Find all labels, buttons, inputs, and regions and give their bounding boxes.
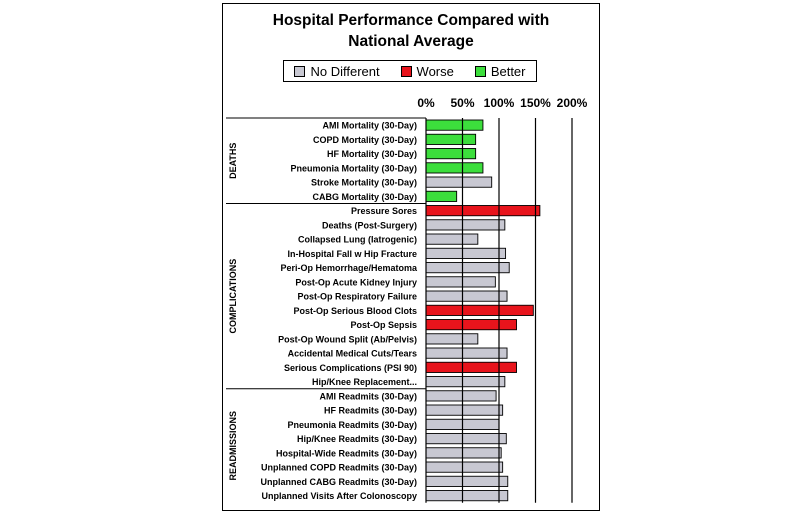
legend-swatch-better [474,65,486,77]
bar-peri-op-hemorrhage-hematoma [425,262,510,274]
row-label: Post-Op Acute Kidney Injury [295,277,417,287]
row-label: AMI Mortality (30-Day) [322,121,417,131]
legend-label-worse: Worse [416,63,454,79]
bar-ami-mortality-30-day [425,119,484,131]
bar-hf-readmits-30-day [425,404,504,416]
legend-item-no-different: No Different [294,63,380,79]
row-label: Post-Op Wound Split (Ab/Pelvis) [278,334,417,344]
group-label-complications: COMPLICATIONS [228,259,238,334]
legend-item-worse: Worse [400,63,454,79]
bar-hip-knee-replacement [425,376,506,388]
bar-unplanned-visits-after-colonoscopy [425,490,509,502]
x-tick-label: 50% [450,96,474,110]
row-label: Stroke Mortality (30-Day) [311,178,417,188]
bar-unplanned-cabg-readmits-30-day [425,475,509,487]
row-label: Pneumonia Mortality (30-Day) [290,163,417,173]
row-label: Hip/Knee Replacement... [312,377,417,387]
group-label-readmissions: READMISSIONS [228,411,238,481]
bar-accidental-medical-cuts-tears [425,347,508,359]
row-label: Peri-Op Hemorrhage/Hematoma [280,263,418,273]
bar-post-op-wound-split-ab-pelvis [425,333,479,345]
bar-deaths-post-surgery [425,219,506,231]
row-label: Pneumonia Readmits (30-Day) [287,420,417,430]
row-label: Hip/Knee Readmits (30-Day) [297,434,417,444]
bar-post-op-sepsis [425,319,517,331]
row-label: Hospital-Wide Readmits (30-Day) [276,448,417,458]
bar-in-hospital-fall-w-hip-fracture [425,247,507,259]
bar-unplanned-copd-readmits-30-day [425,461,504,473]
row-label: Unplanned CABG Readmits (30-Day) [260,477,417,487]
row-label: Post-Op Serious Blood Clots [293,306,417,316]
group-label-deaths: DEATHS [228,143,238,179]
bar-post-op-serious-blood-clots [425,304,534,316]
row-label: Serious Complications (PSI 90) [284,363,417,373]
legend-swatch-no-different [294,65,306,77]
bar-hf-mortality-30-day [425,148,477,160]
bar-copd-mortality-30-day [425,133,477,145]
x-tick-label: 100% [484,96,515,110]
bar-collapsed-lung-iatrogenic [425,233,479,245]
x-tick-label: 0% [417,96,435,110]
bar-serious-complications-psi-90 [425,361,517,373]
row-label: Post-Op Respiratory Failure [297,292,417,302]
row-label: Post-Op Sepsis [350,320,417,330]
bar-post-op-respiratory-failure [425,290,508,302]
legend-label-no-different: No Different [310,63,380,79]
chart-title-line-1: Hospital Performance Compared with [272,12,550,29]
row-label: Unplanned Visits After Colonoscopy [261,491,417,501]
bar-hip-knee-readmits-30-day [425,433,507,445]
row-label: COPD Mortality (30-Day) [313,135,417,145]
row-label: Collapsed Lung (Iatrogenic) [298,235,417,245]
bar-pneumonia-mortality-30-day [425,162,484,174]
row-label: Pressure Sores [351,206,417,216]
row-label: HF Mortality (30-Day) [327,149,417,159]
row-label: Accidental Medical Cuts/Tears [288,349,417,359]
row-label: Unplanned COPD Readmits (30-Day) [261,463,417,473]
chart-title-line-2: National Average [348,33,474,50]
chart-frame [222,3,600,511]
bar-pressure-sores [425,205,541,217]
row-label: Deaths (Post-Surgery) [322,220,417,230]
legend: No Different Worse Better [283,60,537,82]
legend-label-better: Better [490,63,526,79]
row-label: HF Readmits (30-Day) [324,406,417,416]
legend-swatch-worse [400,65,412,77]
x-tick-label: 200% [557,96,588,110]
legend-item-better: Better [474,63,526,79]
bar-stroke-mortality-30-day [425,176,493,188]
bar-post-op-acute-kidney-injury [425,276,496,288]
row-label: AMI Readmits (30-Day) [319,391,417,401]
row-label: In-Hospital Fall w Hip Fracture [287,249,417,259]
row-label: CABG Mortality (30-Day) [312,192,417,202]
bar-ami-readmits-30-day [425,390,497,402]
x-tick-label: 150% [520,96,551,110]
bar-hospital-wide-readmits-30-day [425,447,502,459]
bar-cabg-mortality-30-day [425,190,458,202]
